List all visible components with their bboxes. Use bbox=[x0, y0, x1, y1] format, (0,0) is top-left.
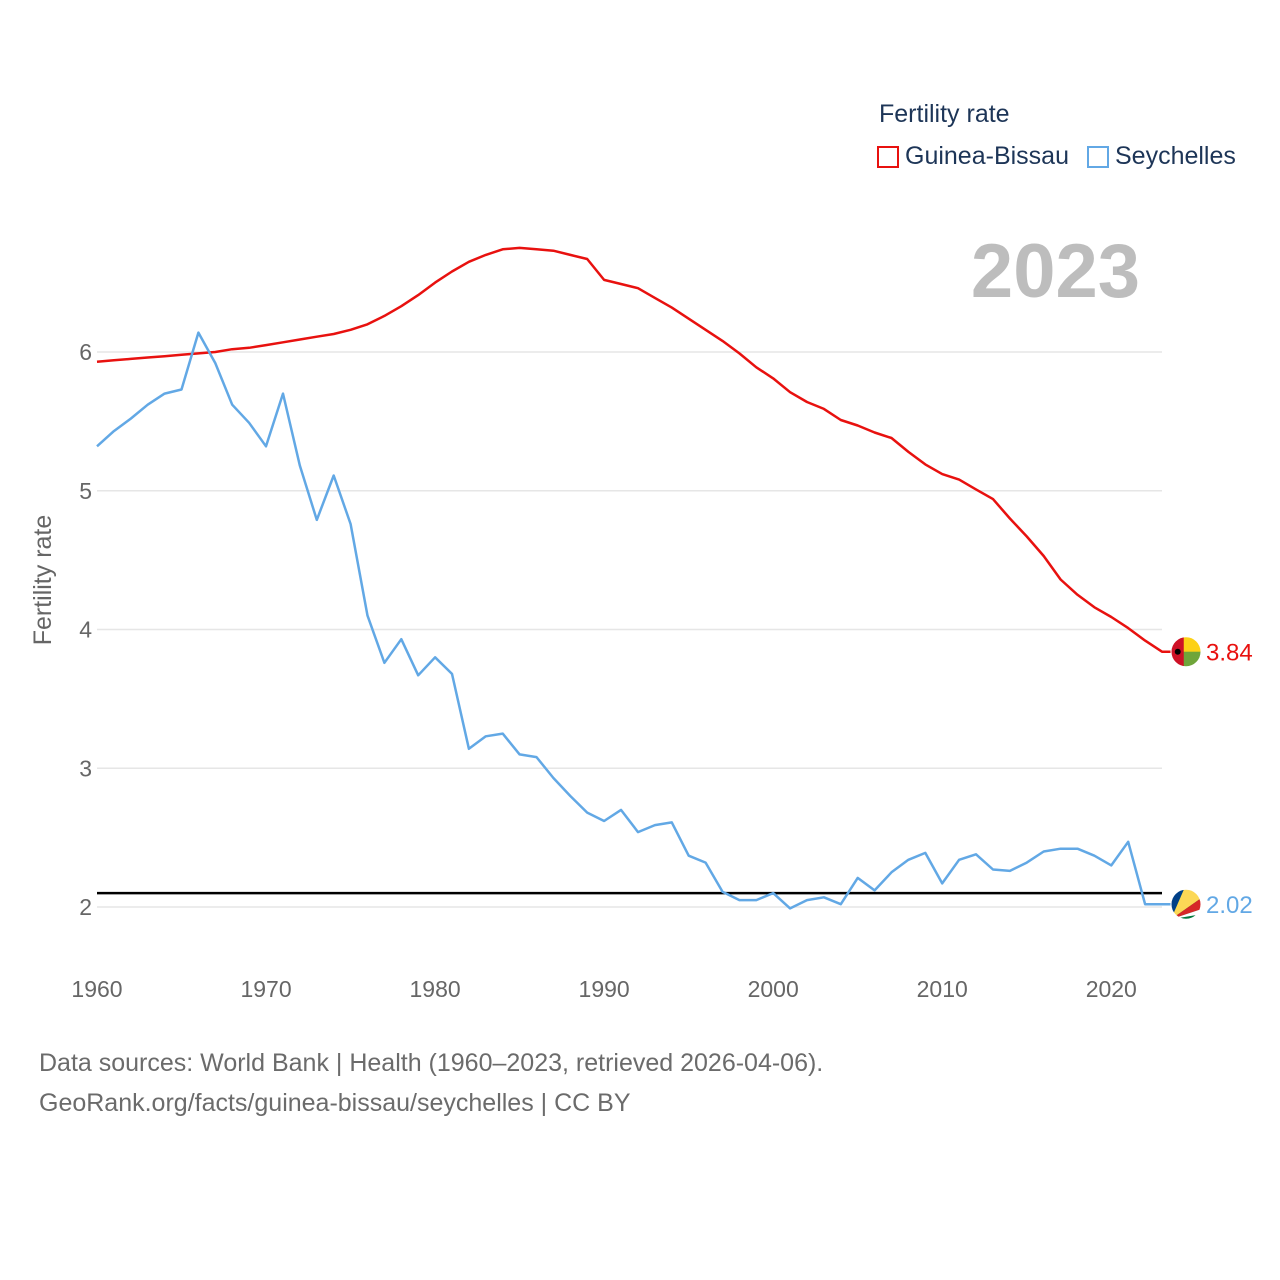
legend-swatch-guinea-bissau bbox=[877, 145, 899, 168]
x-tick-label-1990: 1990 bbox=[579, 976, 630, 1002]
x-tick-label-2020: 2020 bbox=[1086, 976, 1137, 1002]
flag-marker-seychelles bbox=[1170, 888, 1202, 920]
y-axis-title: Fertility rate bbox=[29, 515, 57, 646]
series-lines bbox=[96, 246, 1172, 910]
y-tick-label-4: 4 bbox=[79, 617, 92, 643]
y-axis-ticks: 2 3 4 5 6 bbox=[79, 339, 92, 920]
legend-label-seychelles: Seychelles bbox=[1114, 142, 1236, 170]
y-tick-label-6: 6 bbox=[79, 339, 92, 365]
end-markers: 3.84 2.02 bbox=[1170, 636, 1253, 920]
end-value-label-seychelles: 2.02 bbox=[1206, 892, 1253, 919]
legend-label-guinea-bissau: Guinea-Bissau bbox=[905, 142, 1069, 170]
end-value-label-guinea-bissau: 3.84 bbox=[1206, 640, 1253, 667]
x-tick-label-1970: 1970 bbox=[240, 976, 291, 1002]
series-line-seychelles bbox=[96, 331, 1172, 910]
legend-title: Fertility rate bbox=[879, 100, 1010, 128]
source-note: Data sources: World Bank | Health (1960–… bbox=[39, 1043, 823, 1123]
legend-item-guinea-bissau[interactable]: Guinea-Bissau bbox=[877, 142, 1069, 171]
legend: Guinea-Bissau Seychelles bbox=[877, 142, 1236, 171]
x-tick-label-2010: 2010 bbox=[917, 976, 968, 1002]
legend-item-seychelles[interactable]: Seychelles bbox=[1086, 142, 1236, 171]
legend-swatch-seychelles bbox=[1086, 145, 1109, 168]
year-label: 2023 bbox=[970, 229, 1140, 314]
series-line-guinea-bissau bbox=[96, 246, 1172, 653]
x-tick-label-2000: 2000 bbox=[748, 976, 799, 1002]
y-tick-label-3: 3 bbox=[79, 755, 92, 781]
source-line-2[interactable]: GeoRank.org/facts/guinea-bissau/seychell… bbox=[39, 1089, 631, 1117]
y-tick-label-5: 5 bbox=[79, 478, 92, 504]
y-tick-label-2: 2 bbox=[79, 894, 92, 920]
x-tick-label-1960: 1960 bbox=[71, 976, 122, 1002]
grid-lines bbox=[97, 351, 1162, 908]
x-axis-ticks: 1960 1970 1980 1990 2000 2010 2020 bbox=[71, 976, 1136, 1002]
flag-marker-guinea-bissau bbox=[1170, 636, 1202, 668]
x-tick-label-1980: 1980 bbox=[410, 976, 461, 1002]
source-line-1: Data sources: World Bank | Health (1960–… bbox=[39, 1049, 824, 1077]
